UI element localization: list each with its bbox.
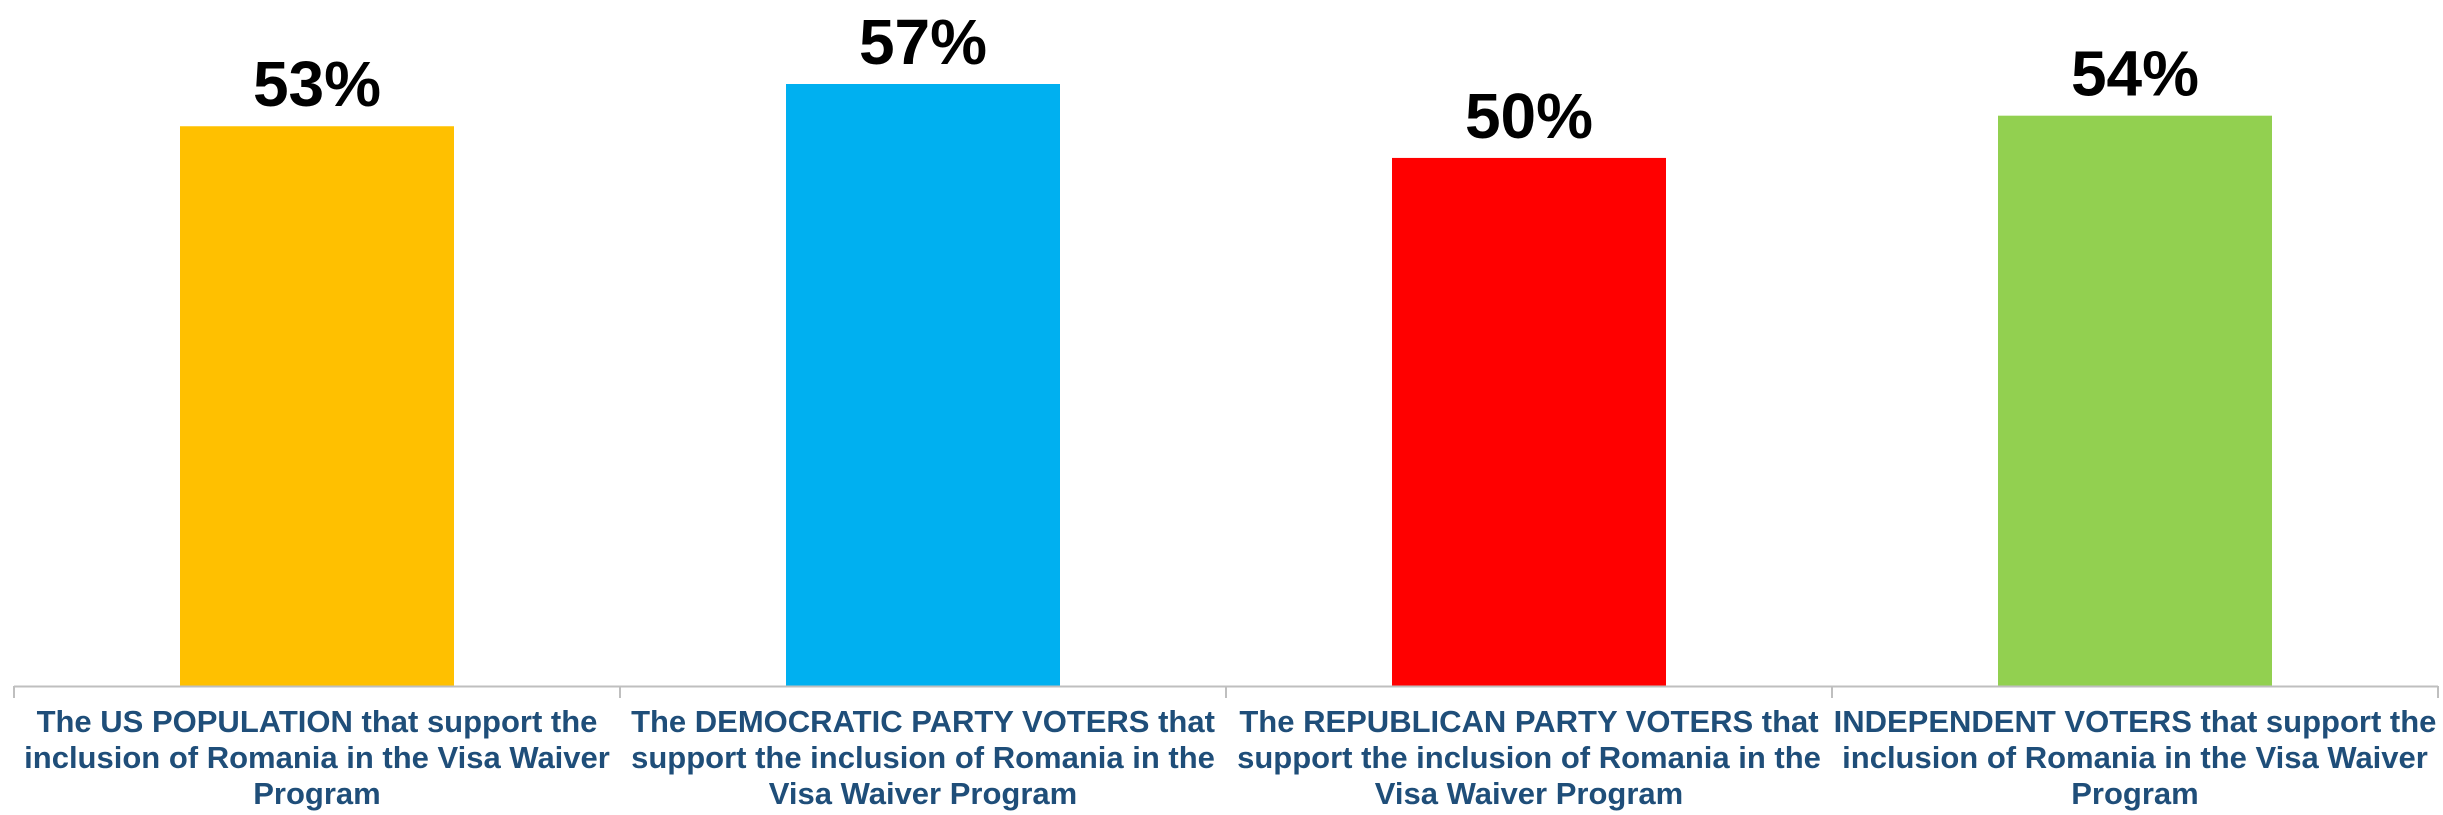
bar-value-label: 53% [253, 48, 381, 120]
bar [1392, 157, 1666, 687]
bars-group [180, 84, 2272, 687]
category-label: The DEMOCRATIC PARTY VOTERS that support… [631, 704, 1215, 811]
bar-value-label: 54% [2071, 38, 2199, 110]
bar-value-label: 57% [859, 6, 987, 78]
category-label: INDEPENDENT VOTERS that support the incl… [1833, 704, 2437, 811]
x-axis [13, 685, 2439, 698]
value-labels-group: 53% 57% 50% 54% [253, 6, 2199, 152]
bar [180, 126, 454, 687]
category-label: The US POPULATION that support the inclu… [24, 704, 610, 811]
bar [786, 84, 1060, 686]
category-label: The REPUBLICAN PARTY VOTERS that support… [1237, 704, 1821, 811]
bar-value-label: 50% [1465, 80, 1593, 152]
bar [1998, 115, 2272, 687]
